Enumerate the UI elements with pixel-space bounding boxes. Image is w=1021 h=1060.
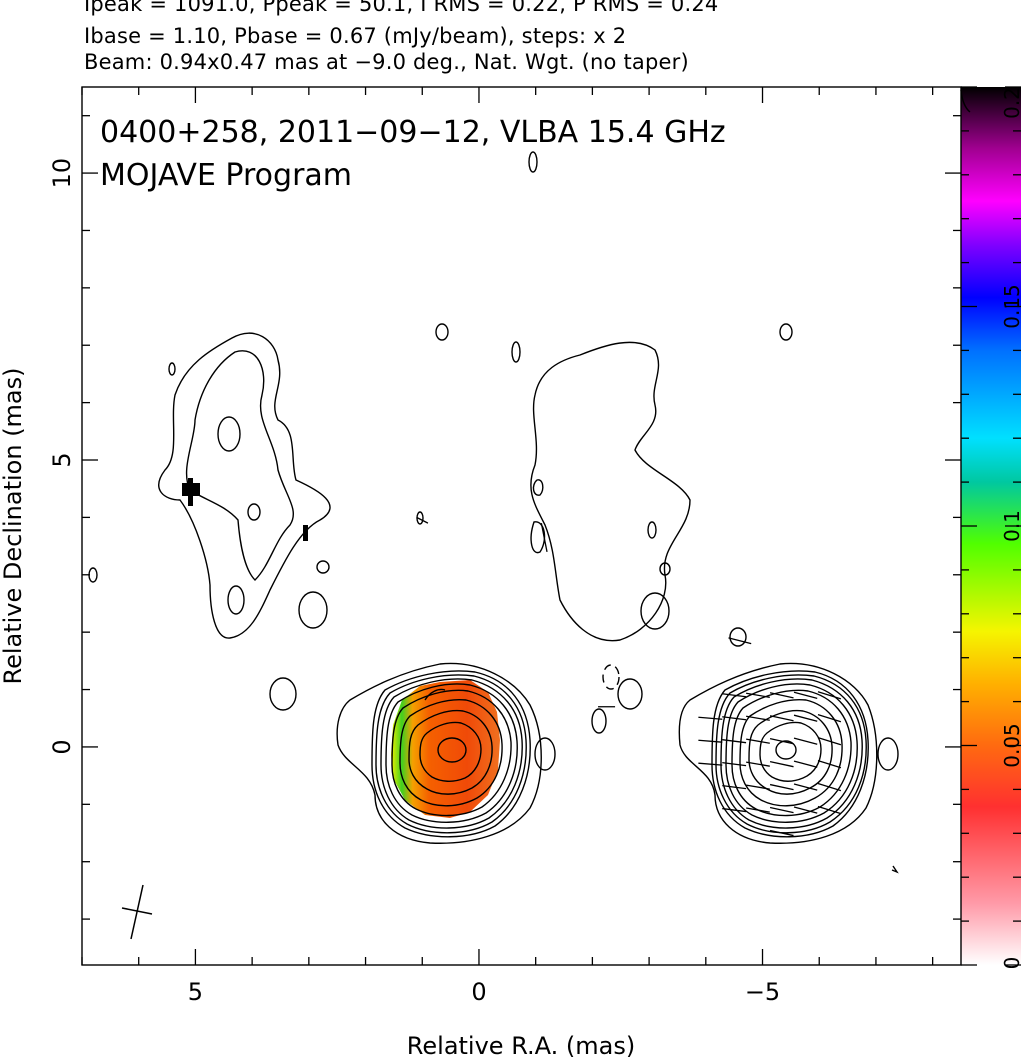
x-tick-label: 5 [188,978,203,1006]
evpa-vector [698,739,723,743]
colorbar-tick-label: 0.15 [1000,284,1021,329]
x-tick-label: −5 [745,978,780,1006]
evpa-vector [746,761,770,767]
y-tick-label: 5 [48,452,76,467]
axis-tick-labels: 5 0 −5 0 5 10 [48,158,780,1006]
colorbar-tick-label: 0.2 [1000,87,1021,119]
jet-pixel-markers [182,478,308,541]
beam-cross [121,884,153,940]
evpa-vector [769,829,794,837]
evpa-vector [540,523,548,552]
header-line-2: Ibase = 1.10, Pbase = 0.67 (mJy/beam), s… [84,24,627,48]
evpa-vector [817,805,842,815]
y-tick-label: 10 [48,158,76,189]
evpa-vector [793,760,818,768]
plot-frame [81,86,962,966]
header-line-1: Ipeak = 1091.0, Ppeak = 50.1, I RMS = 0.… [84,0,719,16]
colorbar-tick-label: 0.1 [1000,510,1021,542]
evpa-vector [746,715,770,721]
evpa-vector [746,738,770,744]
evpa-vector [793,737,818,745]
evpa-vector [817,759,842,769]
evpa-vector [722,693,747,698]
evpa-vector [769,806,794,814]
evpa-vector [416,516,429,524]
y-axis-label: Relative Declination (mas) [0,367,27,684]
colorbar-tick-label: 0 [1000,957,1021,970]
evpa-vector [698,762,723,766]
evpa-vector [728,637,752,645]
evpa-vector [817,737,842,746]
evpa-vector [793,806,818,814]
map-title: 0400+258, 2011−09−12, VLBA 15.4 GHz [100,115,726,150]
evpa-vector [722,762,747,767]
evpa-vector [793,691,818,699]
x-axis-label: Relative R.A. (mas) [407,1032,635,1060]
evpa-vector [769,715,794,722]
evpa-vector [817,691,842,700]
intensity-contours [88,151,899,874]
evpa-vector [769,760,794,768]
evpa-vector [722,739,747,744]
evpa-vector [769,738,794,745]
colorbar-tick-labels: 0 0.05 0.1 0.15 0.2 [1000,87,1021,969]
header-line-3: Beam: 0.94x0.47 mas at −9.0 deg., Nat. W… [84,50,689,74]
map-subtitle: MOJAVE Program [100,158,352,193]
evpa-vector [722,807,747,813]
colorbar-tick-label: 0.05 [1000,723,1021,768]
axis-ticks [81,86,1021,966]
evpa-vector [698,716,723,720]
evpa-vector [722,716,747,721]
evpa-vector [722,784,747,790]
evpa-vector [746,692,770,698]
evpa-vector [793,783,818,791]
y-tick-label: 0 [48,739,76,754]
evpa-vector [769,692,794,699]
x-tick-label: 0 [471,978,486,1006]
evpa-vector [746,784,770,790]
evpa-vector [817,714,842,723]
evpa-vector [817,782,842,792]
polarization-vectors [416,516,842,837]
evpa-vector [769,783,794,791]
evpa-vector [793,714,818,722]
evpa-vector [746,807,770,813]
